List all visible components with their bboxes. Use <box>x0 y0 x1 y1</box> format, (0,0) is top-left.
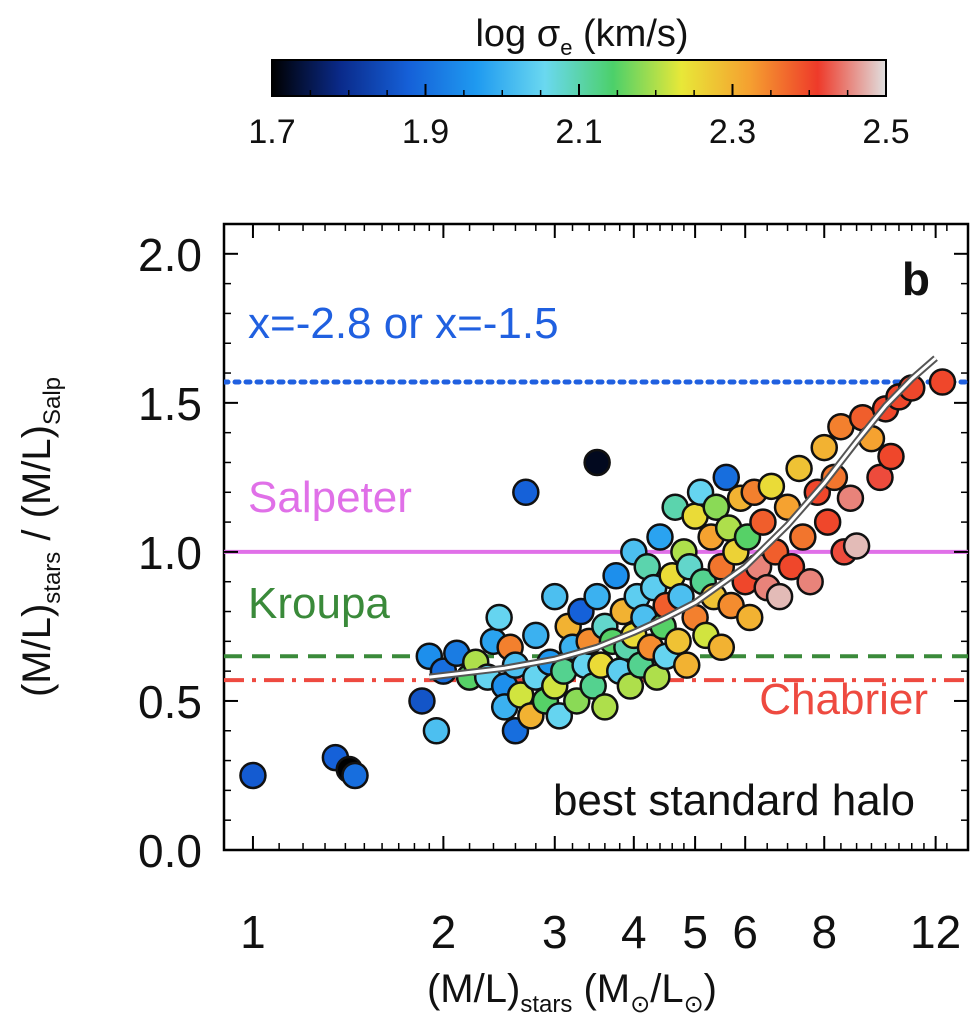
colorbar-tick-label: 1.9 <box>402 113 449 151</box>
reference-labels: x=-2.8 or x=-1.5 Salpeter Kroupa Chabrier <box>248 299 928 724</box>
panel-label: b <box>902 253 930 305</box>
data-point <box>796 567 824 596</box>
y-axis-label-c: / (M/L) <box>15 425 59 552</box>
reference-label-x-2-8-or-x-1-5: x=-2.8 or x=-1.5 <box>248 299 559 348</box>
colorbar-tick-label: 2.5 <box>862 113 909 151</box>
colorbar-tick-label: 2.1 <box>555 113 602 151</box>
y-axis-label-a: (M/L) <box>15 604 59 697</box>
data-point <box>591 693 619 721</box>
x-axis-label-c: (M <box>572 967 630 1011</box>
y-tick-label: 1.0 <box>138 527 202 579</box>
x-tick-label: 3 <box>542 906 568 958</box>
x-axis-label-d: /L <box>650 967 683 1011</box>
reference-label-salpeter: Salpeter <box>248 473 412 522</box>
y-axis-label-d: Salp <box>39 377 66 425</box>
x-tick-label: 5 <box>682 906 708 958</box>
data-point <box>735 603 764 632</box>
data-point <box>541 582 569 611</box>
data-point <box>877 442 905 471</box>
data-point <box>545 702 574 730</box>
data-point <box>583 448 611 477</box>
data-point <box>813 508 842 536</box>
fit-curve-label: best standard halo <box>553 776 915 825</box>
data-point <box>707 633 736 662</box>
data-point <box>583 582 611 611</box>
data-point <box>866 463 894 492</box>
data-point <box>672 651 701 679</box>
data-point <box>765 582 794 611</box>
data-point <box>712 463 741 492</box>
colorbar-ticks: 1.7 1.9 2.1 2.3 2.5 <box>248 84 910 151</box>
data-point <box>664 627 692 656</box>
data-point <box>789 523 817 551</box>
data-point <box>810 433 838 462</box>
x-tick-label: 4 <box>621 906 647 958</box>
sun-symbol-m: ⊙ <box>630 991 650 1018</box>
colorbar-title-main: log σ <box>475 13 560 55</box>
x-axis-label-b: stars <box>520 991 572 1018</box>
data-point <box>522 621 550 650</box>
data-point <box>408 687 436 715</box>
colorbar-title: log σe (km/s) <box>475 13 688 60</box>
data-point <box>485 603 513 632</box>
data-point <box>512 478 540 507</box>
data-point <box>836 484 865 512</box>
fit-curve-line <box>429 356 937 679</box>
data-point <box>757 472 786 501</box>
x-axis-label-a: (M/L) <box>427 967 520 1011</box>
sun-symbol-l: ⊙ <box>684 991 704 1018</box>
axis-ticks: 0.00.51.01.52.01 2 3 4 5 6 8 12 <box>138 224 968 958</box>
y-tick-label: 0.0 <box>138 825 202 877</box>
x-tick-label: 2 <box>431 906 457 958</box>
x-tick-label: 1 <box>240 906 266 958</box>
x-axis-label-e: ) <box>704 967 717 1011</box>
colorbar-tick-label: 1.7 <box>248 113 295 151</box>
data-point <box>422 717 451 745</box>
x-tick-label: 12 <box>910 906 961 958</box>
reference-label-kroupa: Kroupa <box>248 579 390 628</box>
reference-label-chabrier: Chabrier <box>759 675 928 724</box>
x-axis-label: (M/L)stars (M⊙/L⊙) <box>427 967 717 1018</box>
data-point <box>928 368 957 396</box>
y-axis-label-b: stars <box>39 552 66 604</box>
colorbar-title-sub: e <box>560 35 572 60</box>
y-tick-label: 2.0 <box>138 229 202 281</box>
data-point <box>777 553 806 581</box>
data-point <box>341 761 369 790</box>
y-tick-label: 0.5 <box>138 676 202 728</box>
fit-curve <box>428 355 938 681</box>
data-point <box>785 454 813 483</box>
x-tick-label: 8 <box>811 906 837 958</box>
y-axis-label: (M/L)stars / (M/L)Salp <box>15 377 66 697</box>
x-tick-label: 6 <box>732 906 758 958</box>
data-point <box>239 761 267 790</box>
data-point <box>749 508 777 536</box>
data-point <box>842 532 871 560</box>
plot-area <box>222 222 970 852</box>
data-point <box>602 562 630 590</box>
data-point <box>646 523 674 551</box>
data-point <box>702 493 731 521</box>
colorbar-title-tail: (km/s) <box>572 13 688 55</box>
y-tick-label: 1.5 <box>138 378 202 430</box>
colorbar-tick-label: 2.3 <box>709 113 756 151</box>
